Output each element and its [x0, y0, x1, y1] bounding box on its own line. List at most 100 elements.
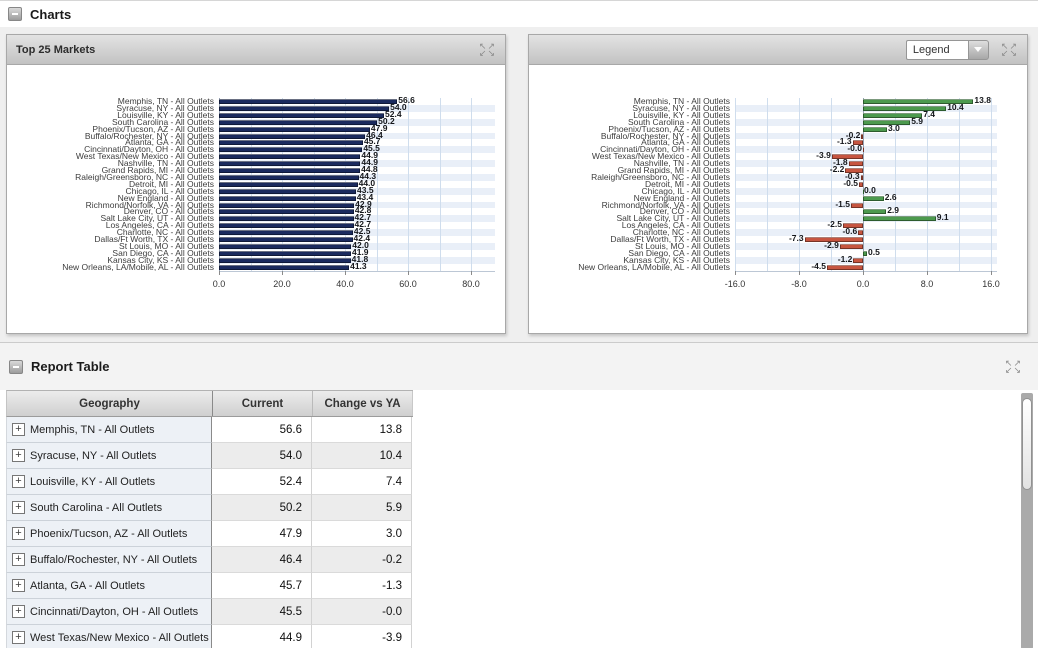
- bar[interactable]: [863, 195, 884, 201]
- bar[interactable]: [839, 243, 863, 249]
- bar[interactable]: [863, 188, 864, 194]
- col-header-current[interactable]: Current: [213, 391, 313, 416]
- chevron-down-icon[interactable]: [967, 39, 989, 60]
- bar[interactable]: [852, 140, 863, 146]
- bar[interactable]: [853, 257, 863, 263]
- bar[interactable]: [219, 112, 385, 118]
- expand-row-button[interactable]: [12, 501, 25, 514]
- bar[interactable]: [219, 209, 354, 215]
- category-label: Dallas/Ft Worth, TX - All Outlets: [610, 234, 730, 244]
- value-label: -7.3: [788, 233, 804, 243]
- bar[interactable]: [219, 243, 352, 249]
- expand-row-button[interactable]: [12, 605, 25, 618]
- maximize-icon[interactable]: ↖↗ ↙↘: [479, 41, 496, 57]
- bar[interactable]: [219, 188, 357, 194]
- bar[interactable]: [219, 154, 361, 160]
- row-stripe: [735, 173, 997, 181]
- axis-tick: [408, 270, 409, 275]
- bar[interactable]: [219, 119, 378, 125]
- bar[interactable]: [804, 237, 863, 242]
- bar[interactable]: [863, 250, 867, 256]
- bar[interactable]: [863, 119, 911, 125]
- scrollbar-thumb[interactable]: [1022, 398, 1032, 490]
- bar[interactable]: [851, 202, 863, 208]
- bar[interactable]: [219, 195, 356, 201]
- bar[interactable]: [219, 161, 361, 167]
- maximize-icon-top: ↖↗: [1004, 357, 1022, 368]
- category-label: San Diego, CA - All Outlets: [628, 247, 730, 258]
- axis-tick-label: 60.0: [399, 278, 417, 289]
- value-label: -1.8: [832, 157, 848, 168]
- expand-row-button[interactable]: [12, 527, 25, 540]
- value-label: 42.7: [354, 219, 372, 230]
- bar[interactable]: [219, 105, 390, 111]
- expand-row-button[interactable]: [12, 449, 25, 462]
- category-label: Chicago, IL - All Outlets: [641, 185, 730, 196]
- bar[interactable]: [863, 112, 923, 118]
- category-label: Nashville, TN - All Outlets: [117, 158, 214, 169]
- value-label: 0.5: [868, 246, 880, 257]
- expand-row-button[interactable]: [12, 475, 25, 488]
- vertical-scrollbar[interactable]: [1021, 393, 1033, 648]
- change-vs-ya-value-cell: -0.2: [312, 547, 412, 573]
- table-row: Memphis, TN - All Outlets 56.613.8: [6, 417, 413, 443]
- report-table-collapse-button[interactable]: [9, 359, 23, 374]
- bar[interactable]: [848, 161, 863, 167]
- bar[interactable]: [863, 99, 974, 104]
- bar[interactable]: [219, 250, 351, 256]
- bar[interactable]: [219, 216, 354, 222]
- expand-row-button[interactable]: [12, 631, 25, 644]
- bar[interactable]: [219, 264, 350, 270]
- bar[interactable]: [219, 174, 359, 180]
- row-stripe: [735, 132, 997, 140]
- bar[interactable]: [219, 181, 358, 187]
- bar[interactable]: [831, 154, 863, 160]
- geography-cell: Atlanta, GA - All Outlets: [6, 573, 212, 599]
- bar[interactable]: [858, 230, 863, 236]
- bar[interactable]: [219, 126, 370, 132]
- value-label: 43.4: [356, 191, 374, 202]
- col-header-change-vs-ya[interactable]: Change vs YA: [313, 391, 413, 416]
- bar[interactable]: [863, 126, 887, 132]
- gridline: [959, 98, 960, 271]
- value-label: -1.3: [836, 136, 852, 147]
- change-vs-ya-value-cell: 7.4: [312, 469, 412, 495]
- bar[interactable]: [219, 133, 366, 139]
- category-label: Denver, CO - All Outlets: [639, 206, 730, 217]
- gridline: [408, 98, 409, 271]
- bar[interactable]: [219, 99, 398, 104]
- table-row: South Carolina - All Outlets 50.25.9: [6, 495, 413, 521]
- bar[interactable]: [843, 223, 863, 229]
- bar[interactable]: [219, 147, 363, 153]
- bar[interactable]: [863, 105, 947, 111]
- maximize-icon[interactable]: ↖↗ ↙↘: [1001, 41, 1018, 57]
- bar[interactable]: [219, 140, 363, 146]
- col-header-geography[interactable]: Geography: [7, 391, 213, 416]
- bar[interactable]: [863, 209, 887, 215]
- maximize-icon[interactable]: ↖↗ ↙↘: [1004, 357, 1022, 374]
- bar[interactable]: [219, 168, 361, 173]
- bar[interactable]: [845, 168, 863, 173]
- value-label: -1.2: [837, 253, 853, 264]
- bar[interactable]: [860, 174, 863, 180]
- bar[interactable]: [219, 257, 351, 263]
- bar[interactable]: [859, 181, 863, 187]
- expand-row-button[interactable]: [12, 553, 25, 566]
- bar[interactable]: [861, 133, 863, 139]
- bar[interactable]: [219, 202, 355, 208]
- value-label: -0.3: [844, 170, 860, 181]
- charts-collapse-button[interactable]: [8, 7, 22, 21]
- bar[interactable]: [863, 147, 864, 153]
- expand-row-button[interactable]: [12, 423, 25, 436]
- bar[interactable]: [827, 264, 863, 270]
- bar[interactable]: [219, 237, 353, 242]
- legend-dropdown[interactable]: Legend: [905, 39, 989, 60]
- row-stripe: [219, 256, 495, 264]
- bar[interactable]: [863, 216, 936, 222]
- report-table-section-header: Report Table ↖↗ ↙↘: [0, 342, 1038, 390]
- expand-row-button[interactable]: [12, 579, 25, 592]
- legend-dropdown-value[interactable]: Legend: [905, 39, 968, 60]
- bar[interactable]: [219, 223, 354, 229]
- bar[interactable]: [219, 230, 353, 236]
- value-label: -3.9: [816, 150, 831, 161]
